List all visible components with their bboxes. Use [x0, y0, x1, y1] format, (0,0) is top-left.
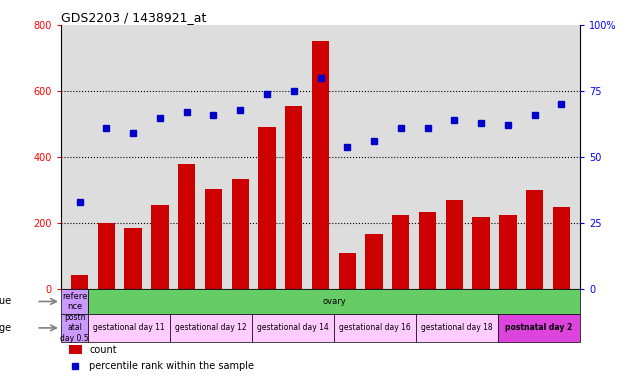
Text: gestational day 11: gestational day 11	[94, 323, 165, 333]
Bar	[312, 41, 329, 290]
Text: gestational day 18: gestational day 18	[421, 323, 493, 333]
Bar	[204, 189, 222, 290]
Bar	[338, 253, 356, 290]
Bar	[171, 314, 252, 342]
Bar	[258, 127, 276, 290]
Bar	[285, 106, 303, 290]
Bar	[252, 314, 334, 342]
Bar	[71, 275, 88, 290]
Bar	[61, 290, 88, 314]
Bar	[392, 215, 410, 290]
Text: GDS2203 / 1438921_at: GDS2203 / 1438921_at	[61, 11, 206, 24]
Bar	[231, 179, 249, 290]
Text: tissue: tissue	[0, 296, 12, 306]
Text: percentile rank within the sample: percentile rank within the sample	[90, 361, 254, 371]
Text: postnatal day 2: postnatal day 2	[506, 323, 573, 333]
Text: gestational day 16: gestational day 16	[339, 323, 411, 333]
Bar	[499, 215, 517, 290]
Bar	[416, 314, 498, 342]
Bar	[124, 228, 142, 290]
Text: refere
nce: refere nce	[62, 292, 87, 311]
Bar	[498, 314, 580, 342]
Bar	[553, 207, 570, 290]
Bar	[334, 314, 416, 342]
Bar	[445, 200, 463, 290]
Bar	[151, 205, 169, 290]
Text: gestational day 14: gestational day 14	[257, 323, 329, 333]
Bar	[88, 314, 171, 342]
Bar	[419, 212, 437, 290]
Bar	[365, 234, 383, 290]
Text: ovary: ovary	[322, 297, 346, 306]
Text: gestational day 12: gestational day 12	[176, 323, 247, 333]
Bar	[526, 190, 544, 290]
Bar	[61, 314, 88, 342]
Text: age: age	[0, 323, 12, 333]
Bar	[178, 164, 196, 290]
Bar	[472, 217, 490, 290]
Text: count: count	[90, 344, 117, 354]
Bar	[97, 223, 115, 290]
Bar	[69, 345, 81, 354]
Text: postn
atal
day 0.5: postn atal day 0.5	[60, 313, 89, 343]
